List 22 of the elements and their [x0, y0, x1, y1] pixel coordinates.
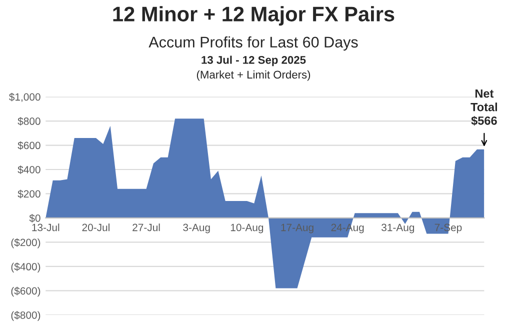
x-tick-label: 20-Jul: [82, 224, 110, 232]
annotation: Net Total $566: [470, 89, 498, 126]
x-tick-label: 10-Aug: [230, 224, 264, 234]
x-tick-label: 31-Aug: [382, 224, 414, 234]
y-tick-label: ($400): [11, 262, 40, 272]
y-tick-label: ($800): [11, 311, 40, 321]
x-tick-label: 27-Jul: [132, 224, 160, 232]
y-tick-label: $1,000: [9, 92, 40, 102]
text: 13 Jul - 12 Sep 2025: [202, 56, 306, 66]
x-tick-label: 13-Jul: [32, 224, 60, 232]
y-tick-label: $600: [18, 141, 40, 150]
x-tick-label: 3-Aug: [183, 224, 210, 234]
y-tick-label: $800: [18, 117, 40, 126]
y-tick-label: $200: [18, 190, 40, 198]
y-tick-label: ($200): [11, 238, 40, 248]
text: (Market + Limit Orders): [196, 70, 310, 81]
chart-title: 12 Minor + 12 Major FX Pairs: [113, 6, 394, 26]
y-tick-label: $0: [29, 214, 40, 222]
chart-subtitle: Accum Profits for Last 60 Days: [148, 36, 358, 51]
y-tick-label: ($600): [11, 286, 40, 297]
x-tick-label: 17-Aug: [281, 224, 314, 234]
y-tick-label: $400: [18, 166, 40, 174]
